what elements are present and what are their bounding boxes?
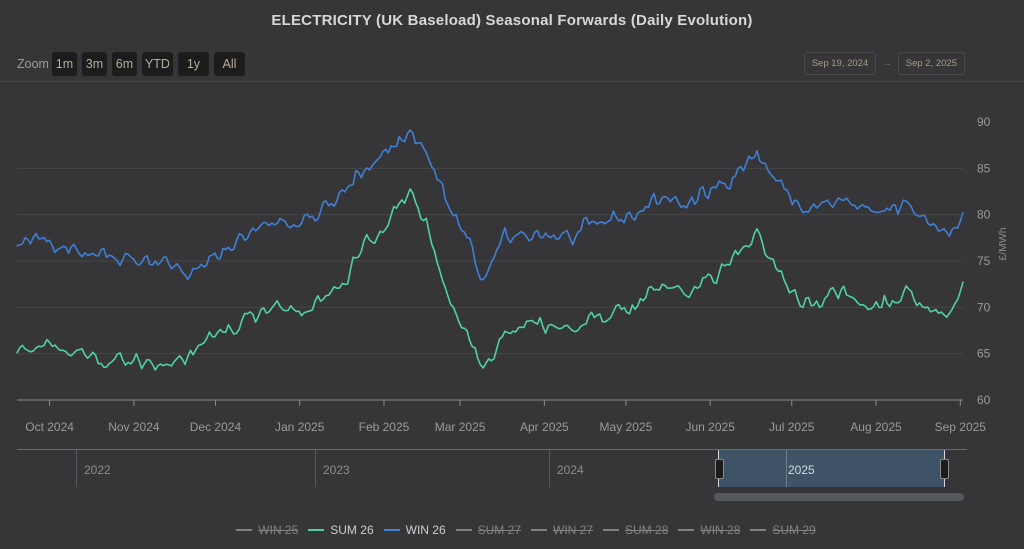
svg-text:80: 80 bbox=[977, 208, 991, 222]
svg-text:60: 60 bbox=[977, 393, 991, 407]
svg-text:70: 70 bbox=[977, 300, 991, 314]
svg-text:90: 90 bbox=[977, 115, 991, 129]
svg-text:65: 65 bbox=[977, 347, 991, 361]
svg-text:85: 85 bbox=[977, 161, 991, 175]
svg-text:75: 75 bbox=[977, 254, 991, 268]
svg-text:£/MWh: £/MWh bbox=[997, 227, 1009, 260]
